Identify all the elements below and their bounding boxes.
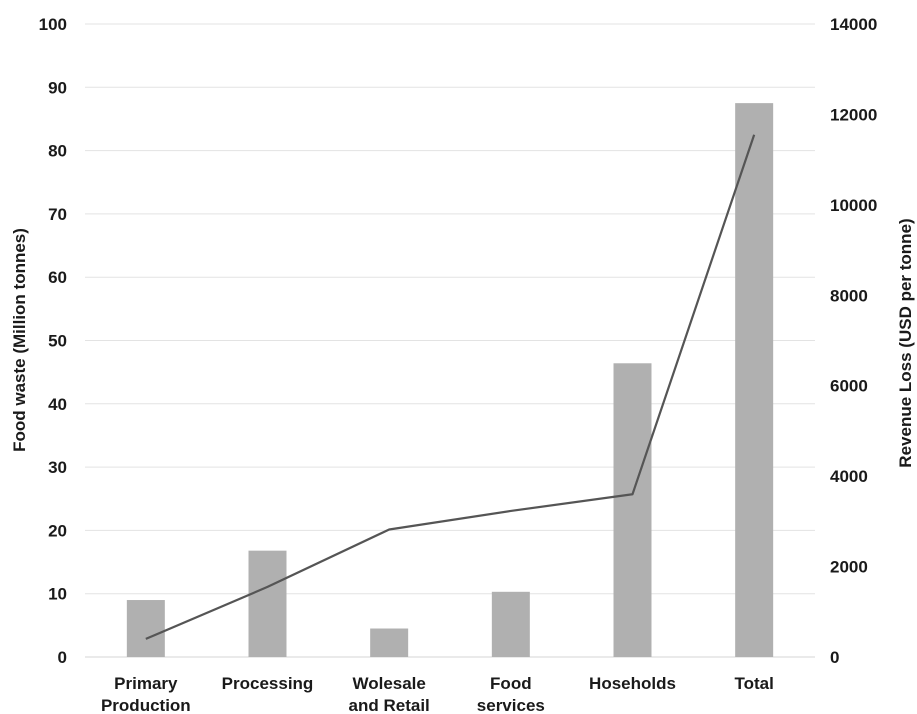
y2-tick-label: 2000 [830,558,868,577]
series-line [145,134,756,640]
y-tick-label: 90 [48,78,67,97]
y2-tick-label: 14000 [830,15,877,34]
y-tick-label: 80 [48,142,67,161]
y-tick-label: 40 [48,395,67,414]
y-tick-label: 10 [48,585,67,604]
bar [126,600,165,657]
y-tick-label: 100 [39,15,67,34]
line-series [145,134,756,640]
x-tick-label: Primary Production [101,674,191,714]
bar [370,628,409,657]
gridlines [85,23,815,658]
y-tick-label: 0 [58,648,67,667]
bar [735,103,774,657]
y-tick-label: 50 [48,332,67,351]
y2-axis-ticks: 0 2000 4000 6000 8000 10000 12000 14000 [830,15,877,667]
y-tick-label: 30 [48,458,67,477]
y2-axis-label: Revenue Loss (USD per tonne) [896,218,915,467]
y-axis-label: Food waste (Million tonnes) [10,228,29,452]
bar [613,363,652,657]
x-tick-label: Processing [222,674,314,693]
x-tick-label: Wolesale and Retail [349,674,430,714]
y2-tick-label: 4000 [830,467,868,486]
y2-tick-label: 6000 [830,377,868,396]
y-axis-ticks: 0 10 20 30 40 50 60 70 80 90 100 [39,15,67,667]
bars [126,103,774,657]
x-axis-ticks: Primary Production Processing Wolesale and R… [101,674,774,714]
y2-tick-label: 0 [830,648,839,667]
y-tick-label: 60 [48,268,67,287]
bar [248,550,287,657]
y-tick-label: 20 [48,521,67,540]
y2-tick-label: 10000 [830,196,877,215]
x-tick-label: Total [734,674,773,693]
x-tick-label: Hoseholds [589,674,676,693]
x-tick-label: Food services [477,674,545,714]
y2-tick-label: 8000 [830,286,868,305]
y-tick-label: 70 [48,205,67,224]
y2-tick-label: 12000 [830,105,877,124]
bar [491,591,530,657]
